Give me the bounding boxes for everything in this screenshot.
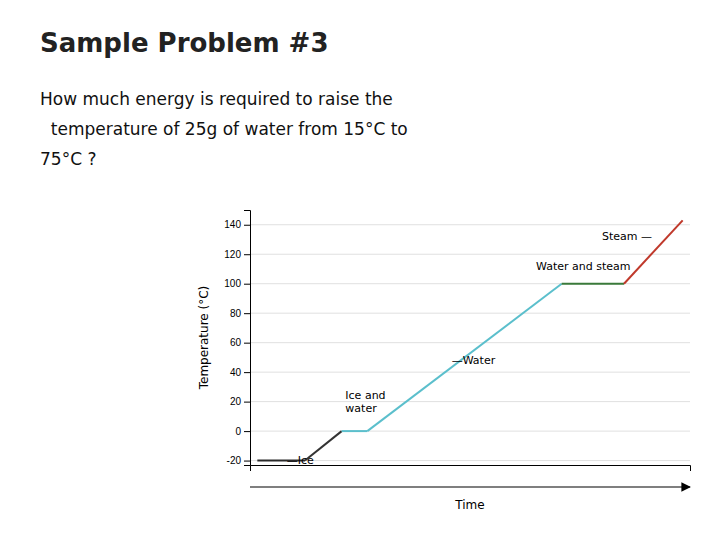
x-axis (251, 466, 691, 472)
y-tick-mark (244, 254, 250, 255)
y-tick-mark (244, 225, 250, 226)
y-tick-mark (244, 402, 250, 403)
grid-line (250, 401, 690, 402)
y-tick-label: 100 (224, 278, 241, 289)
y-axis-line (244, 211, 251, 466)
series-line (562, 283, 624, 285)
annotation: —Ice (287, 454, 314, 467)
y-tick-mark (244, 284, 250, 285)
grid-line (250, 342, 690, 343)
series-group (257, 220, 682, 460)
chart: Sample Problem #3 How much energy is requ… (0, 0, 720, 540)
grid-line (250, 460, 690, 461)
y-tick: 80 (230, 308, 250, 319)
grid-line (250, 372, 690, 373)
y-axis-title: Temperature (°C) (197, 286, 211, 391)
grid-line (250, 431, 690, 432)
title: Sample Problem #3 (40, 28, 329, 58)
x-axis-title: Time (454, 498, 484, 512)
y-tick-mark (244, 461, 250, 462)
y-tick: 40 (230, 367, 250, 378)
series-line (342, 430, 368, 432)
y-tick-mark (244, 372, 250, 373)
annotations: —Ice Ice andwater —Water Water and steam Ste… (287, 230, 652, 467)
grid-line (250, 254, 690, 255)
y-tick: 100 (224, 278, 250, 289)
y-tick: 60 (230, 337, 250, 348)
subtitle: How much energy is required to raise the (40, 89, 393, 109)
grid-line (250, 224, 690, 225)
y-tick-label: 60 (230, 337, 242, 348)
y-tick-label: 40 (230, 367, 242, 378)
y-tick-label: -20 (227, 455, 242, 466)
subtitle: temperature of 25g of water from 15°C to (40, 119, 408, 139)
grid (250, 225, 690, 461)
y-tick: 0 (235, 426, 250, 437)
y-axis: -20 0 20 40 60 80 100 120 140 (224, 211, 250, 467)
series-line (367, 284, 561, 431)
y-tick-mark (244, 313, 250, 314)
annotation: —Water (452, 354, 496, 367)
y-tick-label: 140 (224, 219, 241, 230)
y-tick: -20 (227, 455, 250, 466)
y-tick-mark (244, 431, 250, 432)
plot: -20 0 20 40 60 80 100 120 140 —Ice Ice andwater —Wa… (224, 211, 690, 472)
y-tick: 20 (230, 396, 250, 407)
x-axis-arrow (250, 486, 690, 487)
x-axis-line (251, 466, 691, 472)
y-tick-label: 120 (224, 249, 241, 260)
y-tick: 120 (224, 249, 250, 260)
y-tick-label: 20 (230, 396, 242, 407)
y-tick-label: 80 (230, 308, 242, 319)
y-tick-mark (244, 343, 250, 344)
subtitle: 75°C ? (40, 149, 96, 169)
y-tick-label: 0 (235, 426, 241, 437)
grid-line (250, 313, 690, 314)
annotation: Water and steam (536, 260, 630, 273)
y-tick: 140 (224, 219, 250, 230)
annotation: Steam — (602, 230, 652, 243)
annotation: Ice andwater (345, 389, 385, 415)
